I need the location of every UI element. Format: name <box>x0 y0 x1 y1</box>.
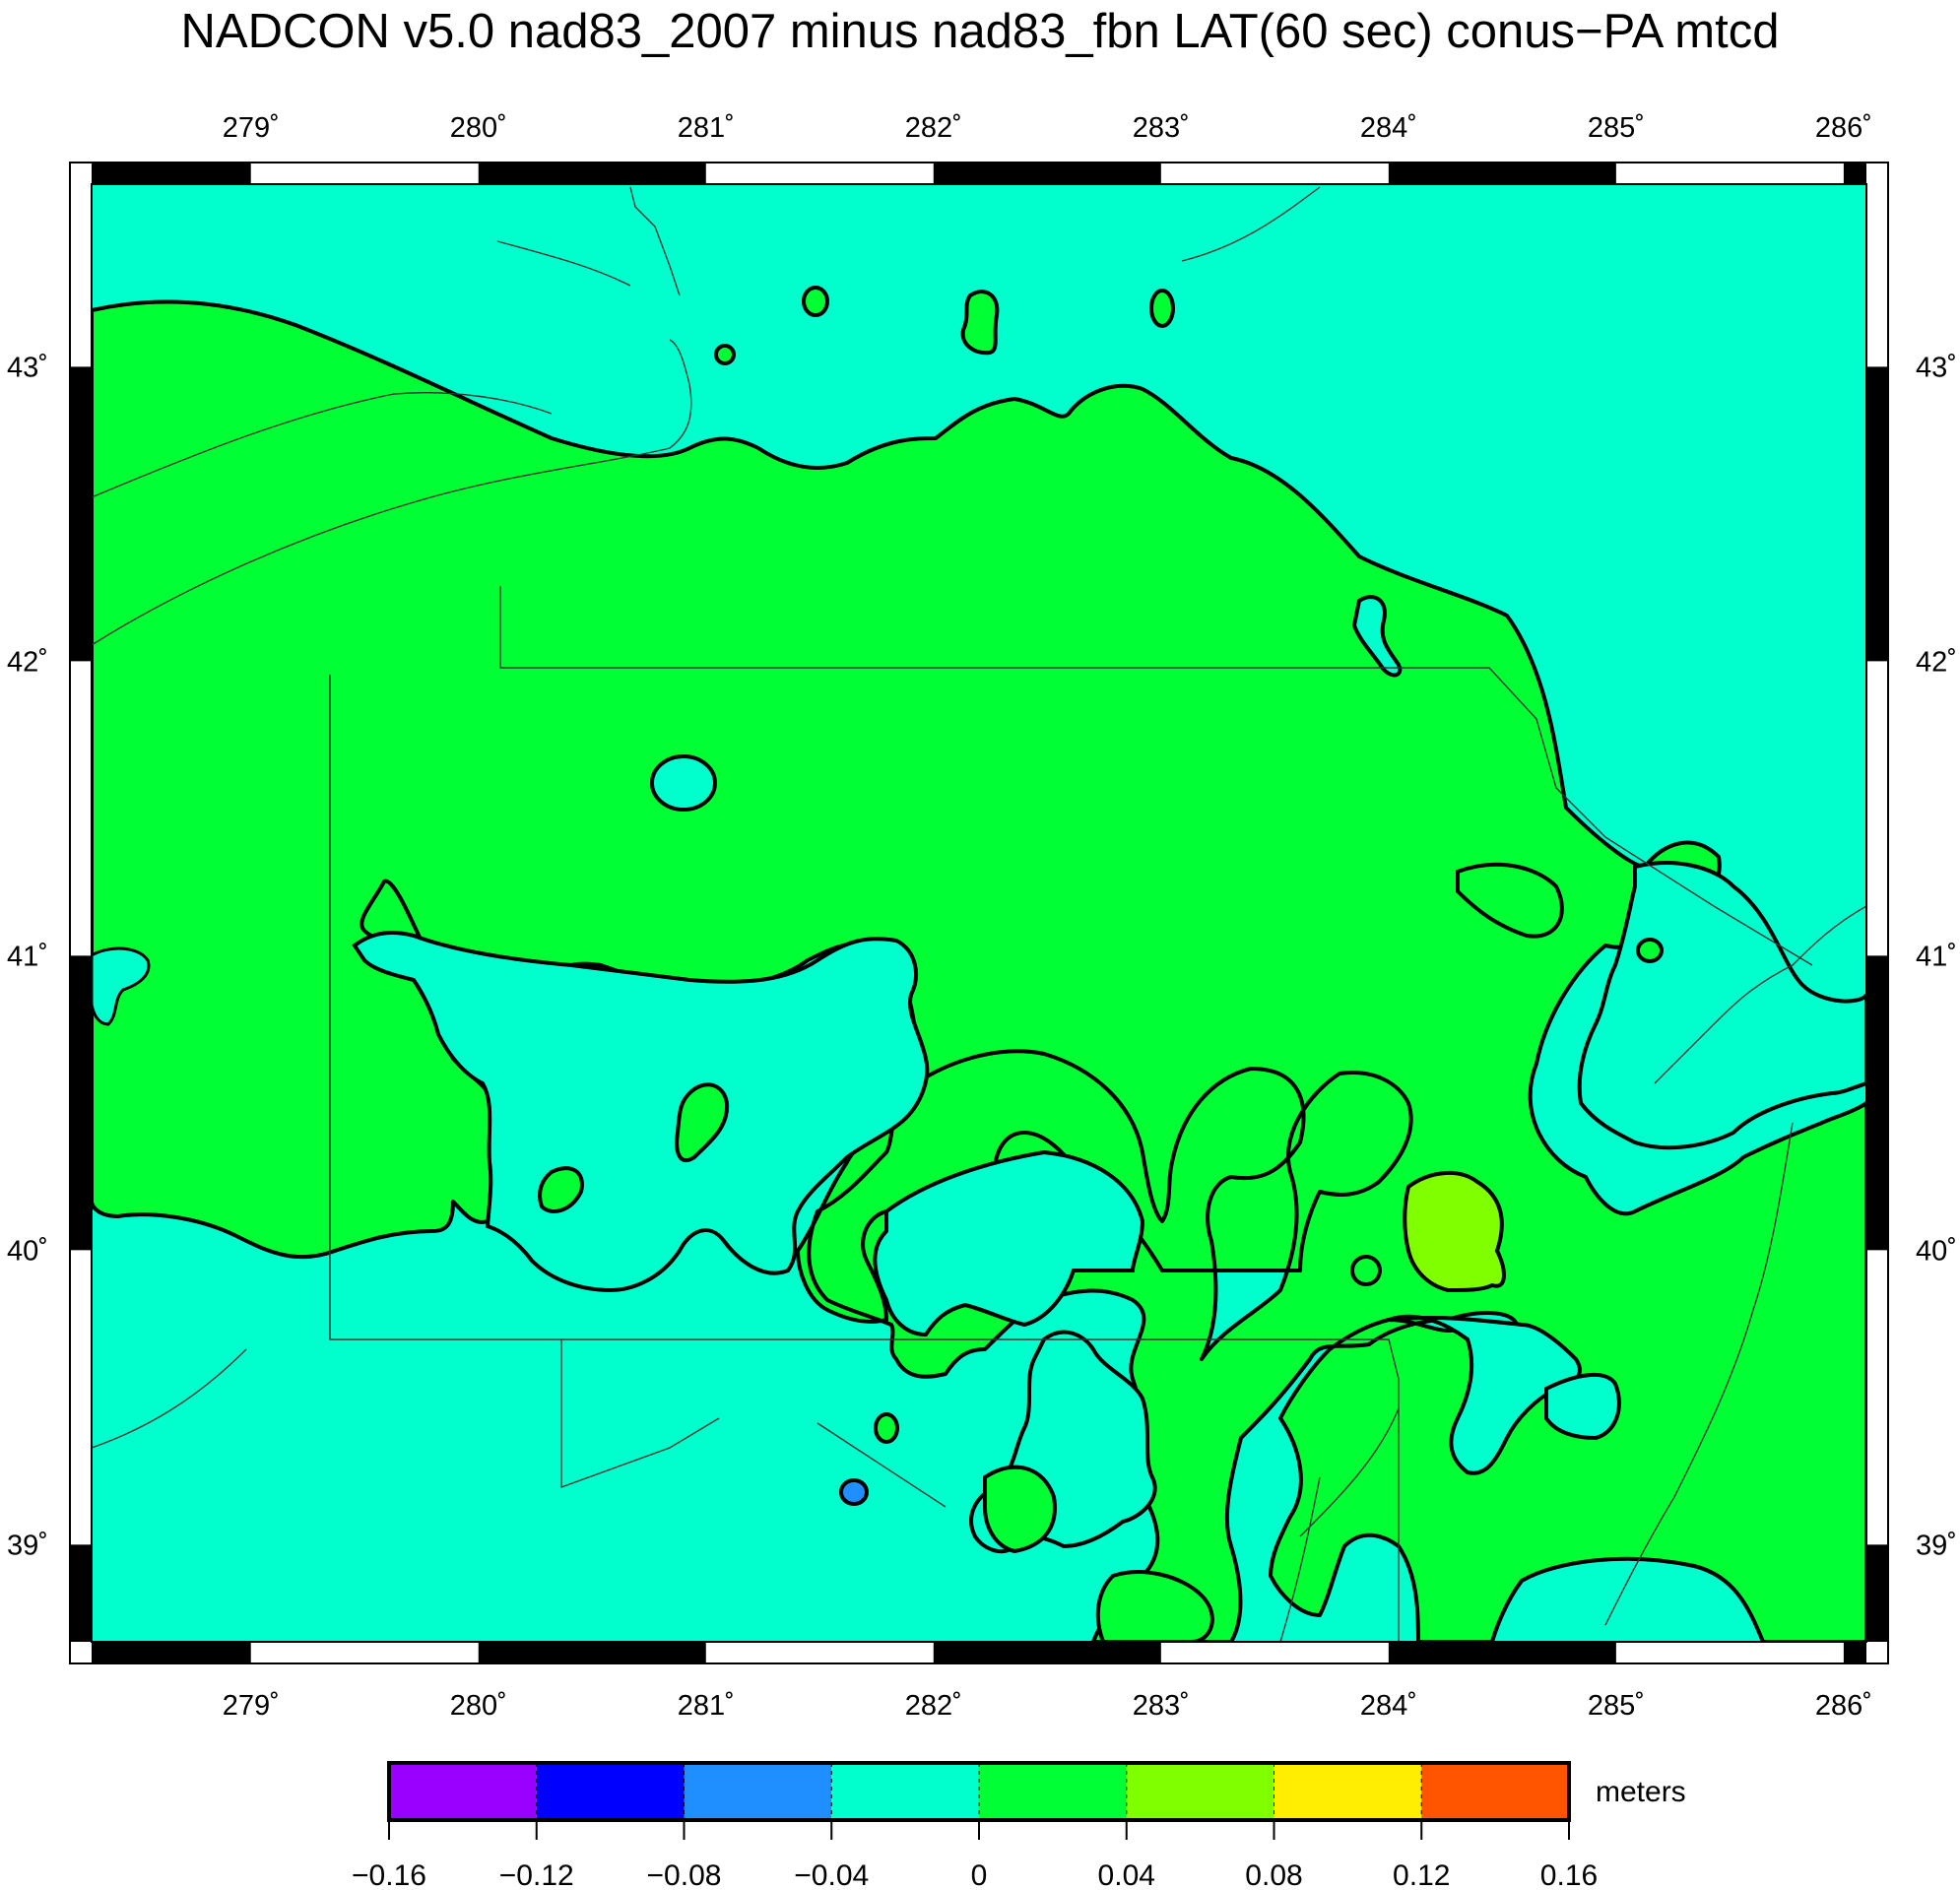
lon-tick-label-bottom: 279˚ <box>223 1690 280 1722</box>
lat-tick-label-left: 40˚ <box>7 1235 48 1267</box>
lon-tick-label-top: 285˚ <box>1588 112 1645 144</box>
contour-island-8 <box>874 1412 899 1444</box>
frame-segment-right <box>1866 366 1888 662</box>
lat-tick-label-right: 39˚ <box>1916 1530 1957 1561</box>
frame-segment-top <box>92 163 251 184</box>
lat-tick-label-right: 43˚ <box>1916 352 1957 383</box>
contour-island-6 <box>675 1082 730 1163</box>
contour-pocket-west-edge <box>92 946 151 1026</box>
lon-tick-label-top: 279˚ <box>223 112 280 144</box>
contour-pocket-southeast-2 <box>1544 1372 1621 1441</box>
latitude-axis-labels: 39˚ 39˚ 40˚ 40˚ 41˚ 41˚ 42˚ 42˚ 43˚ 43˚ <box>7 352 1957 1561</box>
contour-island-3 <box>960 290 1000 356</box>
frame-segment-bottom <box>1843 1642 1866 1663</box>
colorbar-tick-label: −0.16 <box>352 1859 426 1890</box>
lon-tick-label-bottom: 282˚ <box>905 1690 962 1722</box>
frame-segment-top <box>1388 163 1616 184</box>
colorbar-bin <box>389 1763 537 1820</box>
lon-tick-label-bottom: 283˚ <box>1133 1690 1190 1722</box>
lon-tick-label-top: 286˚ <box>1815 112 1872 144</box>
contour-island-10 <box>1095 1570 1214 1642</box>
colorbar: −0.16 −0.12 −0.08 −0.04 0 0.04 0.08 0.12 0.16 <box>352 1761 1598 1890</box>
frame-segment-top <box>933 163 1161 184</box>
colorbar-tick-label: 0.04 <box>1098 1859 1155 1890</box>
contour-pocket-north <box>1351 595 1403 678</box>
map-plot-area <box>92 184 1866 1642</box>
colorbar-tick-label: 0.16 <box>1540 1859 1598 1890</box>
frame-segment-bottom <box>92 1642 251 1663</box>
lon-tick-label-bottom: 284˚ <box>1360 1690 1417 1722</box>
contour-island-11 <box>1350 1255 1382 1286</box>
lon-tick-label-bottom: 286˚ <box>1815 1690 1872 1722</box>
colorbar-bin <box>979 1763 1127 1820</box>
contour-pocket-southeast <box>1388 1314 1582 1475</box>
frame-outer-border <box>69 162 1889 1664</box>
colorbar-bin <box>1421 1763 1569 1820</box>
colorbar-bin <box>684 1763 832 1820</box>
colorbar-tick-label: −0.04 <box>794 1859 869 1890</box>
lon-tick-label-bottom: 285˚ <box>1588 1690 1645 1722</box>
colorbar-tick-label: 0 <box>971 1859 988 1890</box>
colorbar-units-label: meters <box>1596 1776 1686 1808</box>
contour-island-1 <box>1456 862 1564 939</box>
contour-region-negative-0.04-to-0.08 <box>839 1478 869 1506</box>
frame-segment-bottom <box>478 1642 706 1663</box>
map-border-frame <box>69 162 1889 1664</box>
colorbar-tick-label: −0.12 <box>499 1859 574 1890</box>
frame-segment-bottom <box>1388 1642 1616 1663</box>
lat-tick-label-left: 41˚ <box>7 941 48 972</box>
frame-segment-bottom <box>933 1642 1161 1663</box>
frame-segment-right <box>1866 1544 1888 1642</box>
colorbar-bin <box>536 1763 685 1820</box>
contour-island-12 <box>1636 938 1664 963</box>
colorbar-bin <box>831 1763 979 1820</box>
colorbar-bin <box>1274 1763 1422 1820</box>
contour-pocket-northeast <box>1577 861 1866 1150</box>
boundary-lines <box>92 186 1866 1642</box>
contour-island-2 <box>802 286 829 317</box>
frame-segment-left <box>70 955 92 1251</box>
lon-tick-label-bottom: 281˚ <box>678 1690 735 1722</box>
contour-pocket-round <box>650 754 717 812</box>
lon-tick-label-top: 282˚ <box>905 112 962 144</box>
frame-inner-border <box>91 183 1867 1643</box>
lat-tick-label-left: 39˚ <box>7 1530 48 1561</box>
lon-tick-label-bottom: 280˚ <box>450 1690 507 1722</box>
lon-tick-label-top: 280˚ <box>450 112 507 144</box>
contour-island-4 <box>1149 289 1175 328</box>
colorbar-tick-label: 0.12 <box>1393 1859 1450 1890</box>
contour-pocket-west-central <box>352 931 930 1293</box>
lon-tick-label-top: 281˚ <box>678 112 735 144</box>
frame-segment-left <box>70 1544 92 1642</box>
lat-tick-label-right: 42˚ <box>1916 646 1957 678</box>
lon-tick-label-top: 283˚ <box>1133 112 1190 144</box>
frame-segment-left <box>70 366 92 662</box>
contour-island-7 <box>538 1166 584 1213</box>
frame-segment-right <box>1866 955 1888 1251</box>
frame-segment-top <box>478 163 706 184</box>
colorbar-tick-label: 0.08 <box>1245 1859 1302 1890</box>
lon-tick-label-top: 284˚ <box>1360 112 1417 144</box>
contour-island-9 <box>983 1465 1057 1554</box>
colorbar-bin <box>1126 1763 1274 1820</box>
contour-pocket-south-central <box>873 1149 1145 1337</box>
colorbar-tick-label: −0.08 <box>647 1859 722 1890</box>
lat-tick-label-right: 40˚ <box>1916 1235 1957 1267</box>
lat-tick-label-left: 43˚ <box>7 352 48 383</box>
contour-island-5 <box>714 344 736 365</box>
map-title: NADCON v5.0 nad83_2007 minus nad83_fbn L… <box>181 5 1780 58</box>
longitude-axis-labels: 279˚ 279˚ 280˚ 280˚ 281˚ 281˚ 282˚ 282˚ 283˚ 283˚… <box>223 112 1872 1722</box>
lat-tick-label-left: 42˚ <box>7 646 48 678</box>
frame-segment-top <box>1843 163 1866 184</box>
contour-region-0.04-to-0.08 <box>1403 1170 1506 1293</box>
lat-tick-label-right: 41˚ <box>1916 941 1957 972</box>
